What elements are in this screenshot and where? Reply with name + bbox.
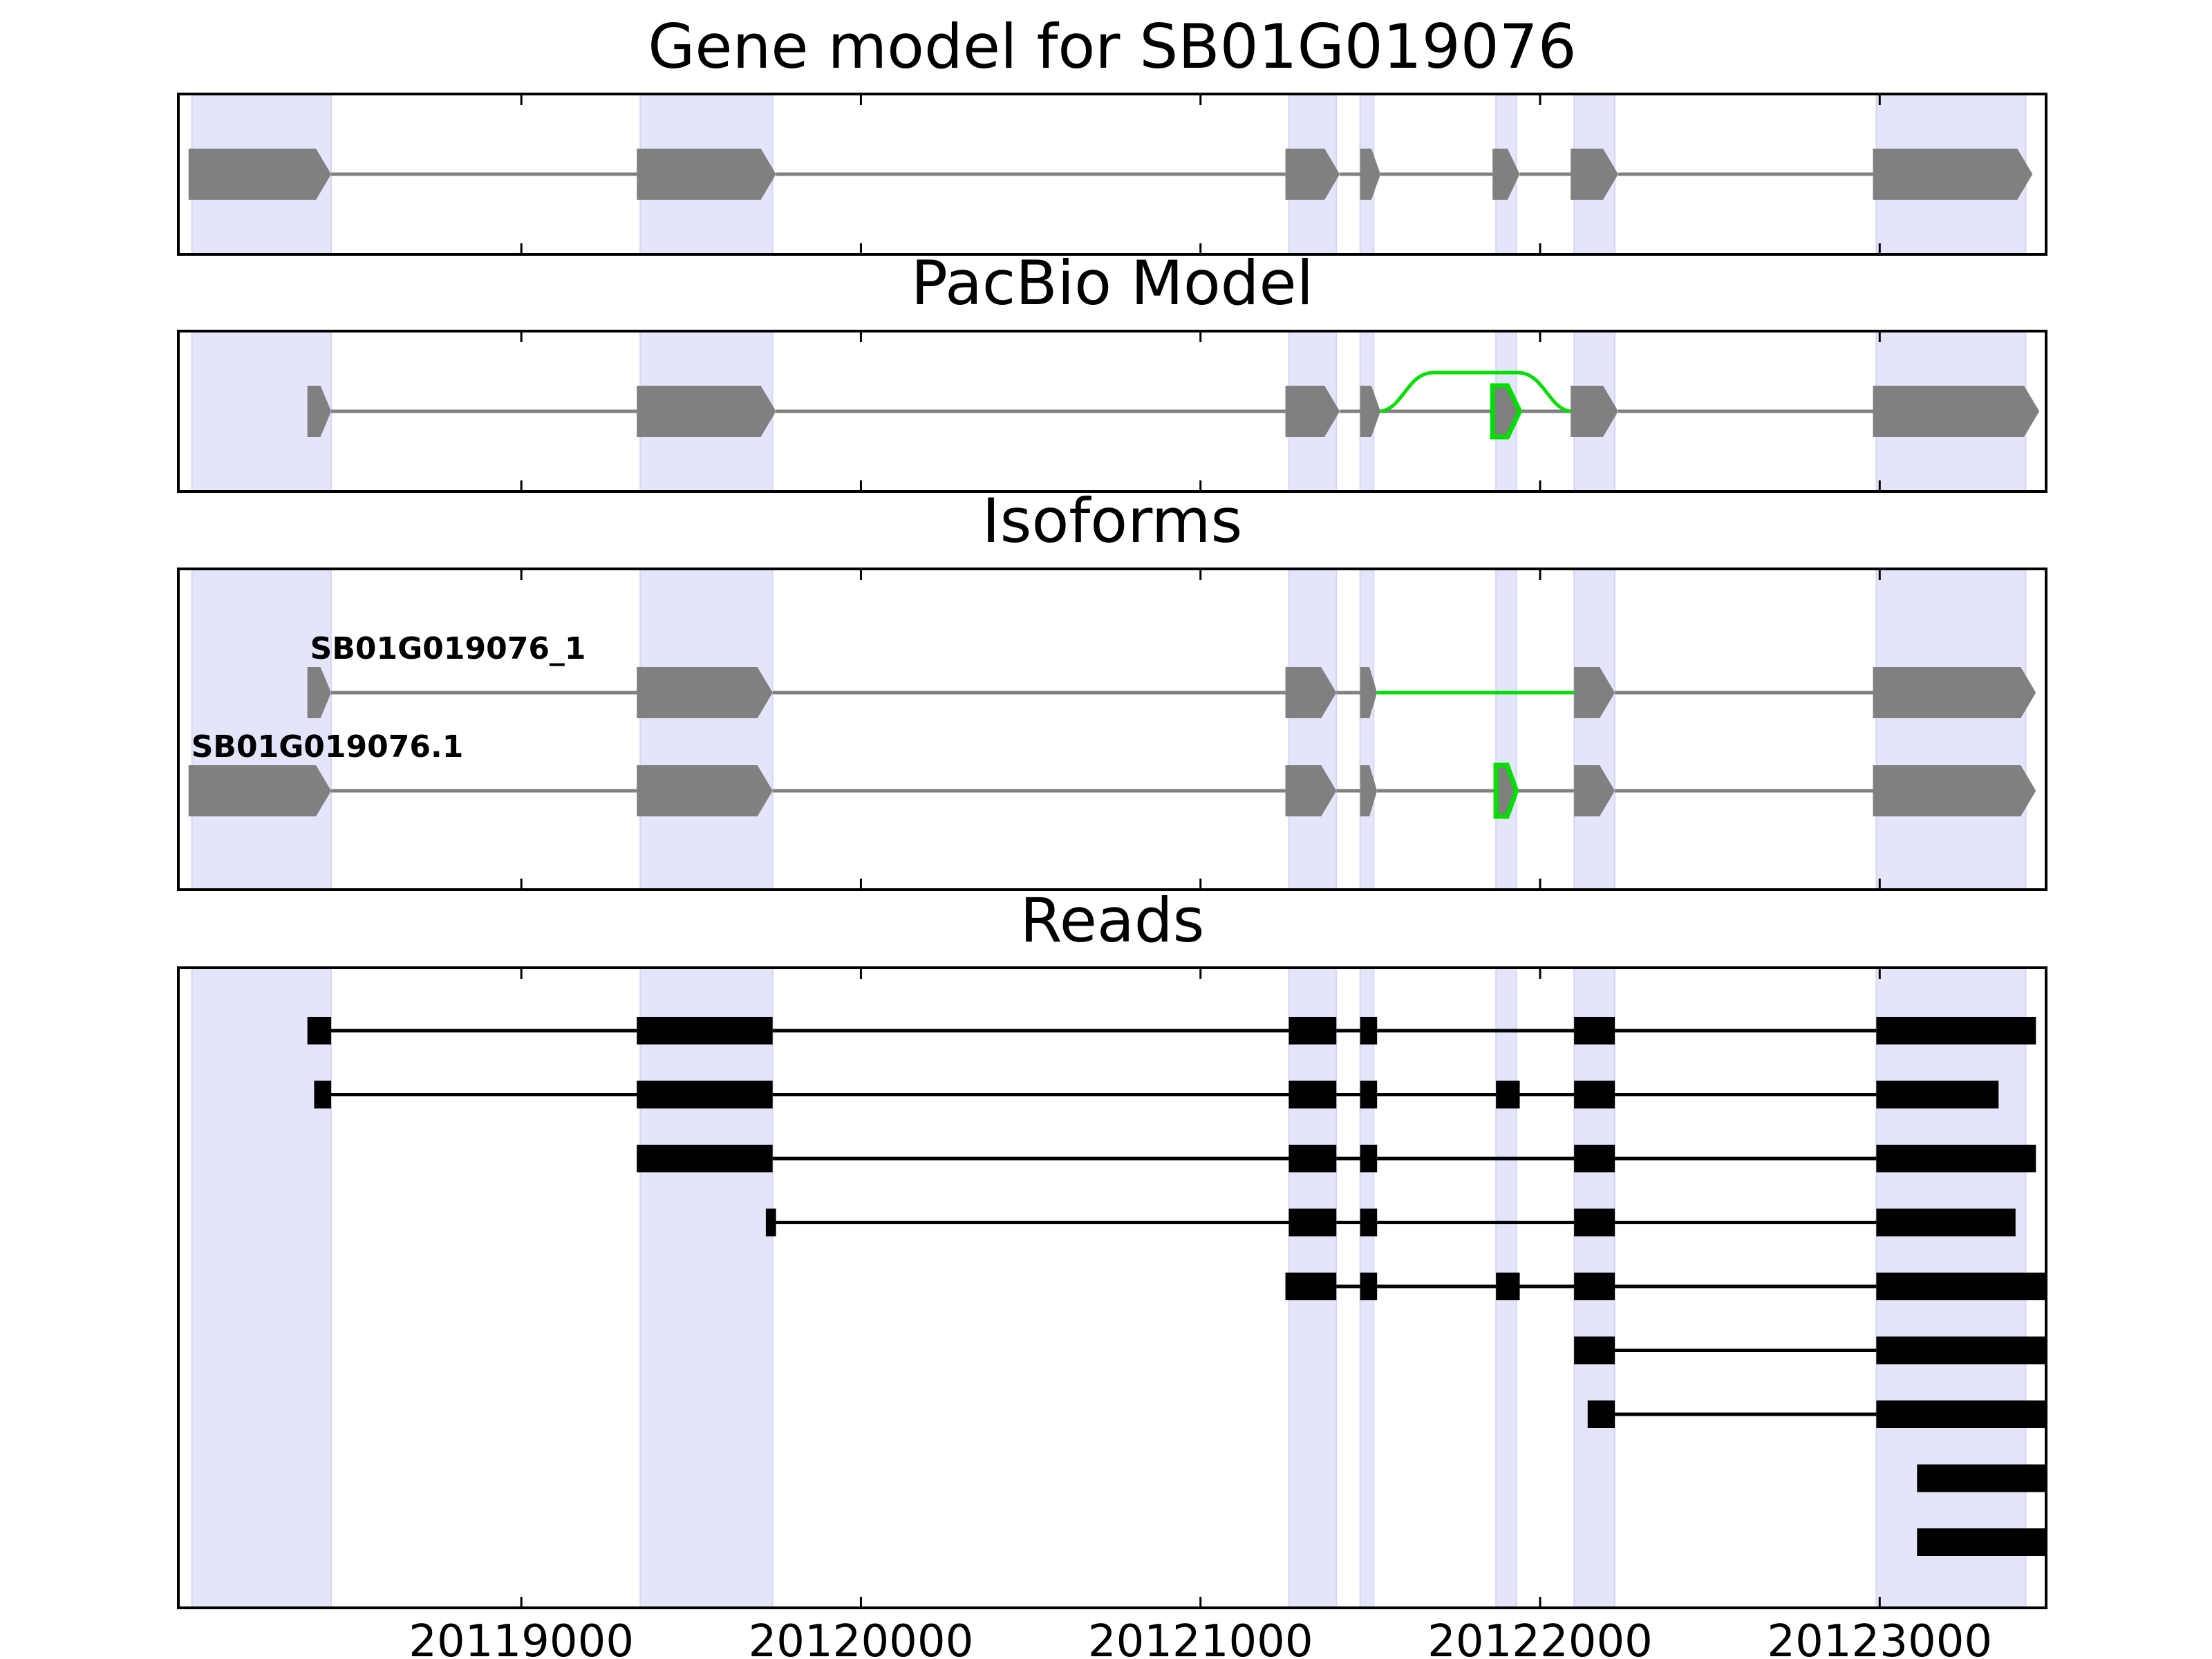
read-block xyxy=(1288,1145,1337,1172)
read-block xyxy=(1876,1080,1999,1109)
read-block xyxy=(1876,1017,2036,1044)
read-block xyxy=(637,1080,773,1109)
exon-shape xyxy=(307,667,332,718)
exon-shape xyxy=(637,149,776,200)
read-block xyxy=(314,1080,332,1109)
read-block xyxy=(1876,1273,2046,1300)
read-block xyxy=(1285,1273,1337,1300)
read-block xyxy=(1574,1017,1615,1044)
highlight-band xyxy=(191,568,332,890)
exon-shape xyxy=(1574,667,1615,718)
novel-junction-arc xyxy=(1380,371,1571,413)
exon-shape xyxy=(1873,667,2036,718)
x-tick-label: 20122000 xyxy=(1427,1616,1653,1659)
exon-shape xyxy=(1873,765,2036,816)
text-layer: Gene model for SB01G019076 PacBio Model Is… xyxy=(191,11,1992,1659)
read-block xyxy=(1360,1080,1378,1109)
highlight-band xyxy=(1875,568,2027,890)
exon-shape xyxy=(1285,765,1337,816)
read-block xyxy=(1360,1017,1378,1044)
highlight-band xyxy=(1359,568,1375,890)
exon-shape xyxy=(1360,386,1381,437)
isoform-label: SB01G019076.1 xyxy=(191,729,464,765)
x-tick-label: 20121000 xyxy=(1088,1616,1313,1659)
highlight-layer xyxy=(191,93,2027,1609)
exon-shape xyxy=(1492,149,1520,200)
novel-exon-shape xyxy=(1493,762,1519,819)
panel-title: Reads xyxy=(1020,885,1205,956)
exon-shape xyxy=(1285,149,1340,200)
read-block xyxy=(1288,1080,1337,1109)
highlight-band xyxy=(1573,568,1616,890)
exon-shape xyxy=(1571,149,1618,200)
exon-shape xyxy=(1285,667,1337,718)
x-tick-label: 20120000 xyxy=(749,1616,974,1659)
panel-frame xyxy=(177,966,2047,1609)
x-tick-label: 20119000 xyxy=(409,1616,634,1659)
highlight-band xyxy=(191,967,332,1609)
exon-shape xyxy=(1360,667,1378,718)
panel-frame xyxy=(177,330,2047,493)
isoform-label: SB01G019076_1 xyxy=(310,631,586,666)
exon-shape xyxy=(1574,765,1615,816)
read-block xyxy=(1876,1336,2046,1365)
novel-exon-shape xyxy=(1490,383,1523,440)
read-block xyxy=(637,1017,773,1044)
panel-frame xyxy=(177,93,2047,256)
read-block xyxy=(1496,1273,1520,1300)
exon-shape xyxy=(188,765,332,816)
read-block xyxy=(1917,1528,2046,1556)
read-block xyxy=(1876,1145,2036,1172)
read-block xyxy=(1360,1145,1378,1172)
frame-layer xyxy=(177,93,2047,1609)
highlight-band xyxy=(1288,568,1338,890)
read-block xyxy=(1876,1208,2016,1237)
read-block xyxy=(1917,1464,2046,1492)
exon-shape xyxy=(1360,149,1381,200)
x-tick-label: 20123000 xyxy=(1767,1616,1992,1659)
panel-frame xyxy=(177,568,2047,891)
read-block xyxy=(1288,1017,1337,1044)
read-block xyxy=(1574,1273,1615,1300)
read-block xyxy=(1574,1145,1615,1172)
read-block xyxy=(1574,1208,1615,1237)
panel-title: Gene model for SB01G019076 xyxy=(648,11,1577,82)
exon-shape xyxy=(1571,386,1618,437)
exon-shape xyxy=(637,667,773,718)
read-block xyxy=(1574,1336,1615,1365)
highlight-band xyxy=(639,967,774,1609)
exon-shape xyxy=(1285,386,1340,437)
read-block xyxy=(1876,1400,2046,1428)
highlight-band xyxy=(1495,568,1517,890)
read-block xyxy=(1360,1273,1378,1300)
exon-shape xyxy=(1360,765,1378,816)
read-block xyxy=(765,1208,776,1237)
content-layer xyxy=(188,149,2046,1556)
exon-shape xyxy=(637,765,773,816)
exon-shape xyxy=(1873,149,2033,200)
read-block xyxy=(1360,1208,1378,1237)
panel-title: PacBio Model xyxy=(911,247,1313,319)
read-block xyxy=(637,1145,773,1172)
read-block xyxy=(1288,1208,1337,1237)
read-block xyxy=(307,1017,332,1044)
read-block xyxy=(1587,1400,1615,1428)
exon-shape xyxy=(1873,386,2040,437)
highlight-band xyxy=(639,568,774,890)
read-block xyxy=(1574,1080,1615,1109)
exon-shape xyxy=(637,386,776,437)
exon-shape xyxy=(188,149,332,200)
panel-title: Isoforms xyxy=(982,485,1243,556)
exon-shape xyxy=(307,386,332,437)
read-block xyxy=(1496,1080,1520,1109)
